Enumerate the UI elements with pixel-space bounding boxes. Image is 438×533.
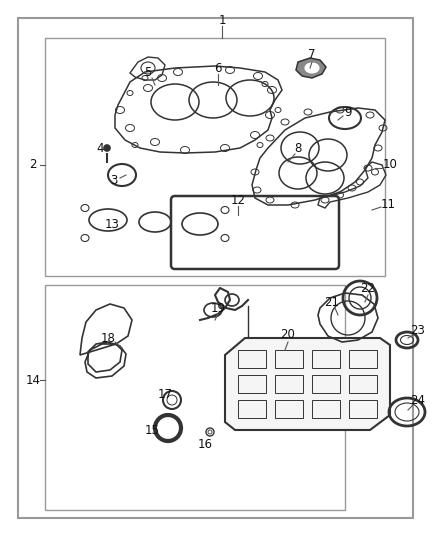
Text: 16: 16 bbox=[198, 439, 212, 451]
Text: 19: 19 bbox=[211, 302, 226, 314]
Bar bbox=[238, 350, 266, 368]
Text: 20: 20 bbox=[281, 328, 296, 342]
Text: 15: 15 bbox=[145, 424, 159, 437]
Text: 1: 1 bbox=[218, 13, 226, 27]
Text: 18: 18 bbox=[101, 332, 116, 344]
Text: 14: 14 bbox=[25, 374, 40, 386]
Text: 17: 17 bbox=[158, 389, 173, 401]
Text: 23: 23 bbox=[410, 324, 425, 336]
Text: 11: 11 bbox=[381, 198, 396, 212]
Text: 4: 4 bbox=[96, 141, 104, 155]
Text: 10: 10 bbox=[382, 158, 397, 172]
Text: 12: 12 bbox=[230, 193, 246, 206]
Bar bbox=[349, 350, 377, 368]
Text: 3: 3 bbox=[110, 174, 118, 187]
FancyBboxPatch shape bbox=[171, 196, 339, 269]
Bar bbox=[45, 285, 345, 510]
Bar bbox=[312, 350, 340, 368]
Text: 21: 21 bbox=[325, 295, 339, 309]
Ellipse shape bbox=[104, 145, 110, 151]
Bar bbox=[238, 400, 266, 418]
Text: 24: 24 bbox=[410, 393, 425, 407]
Bar bbox=[275, 400, 303, 418]
Bar bbox=[349, 375, 377, 393]
Bar bbox=[238, 375, 266, 393]
Text: 6: 6 bbox=[214, 61, 222, 75]
Ellipse shape bbox=[161, 421, 175, 435]
Text: 2: 2 bbox=[29, 158, 37, 172]
Bar bbox=[312, 400, 340, 418]
Bar bbox=[312, 375, 340, 393]
Ellipse shape bbox=[305, 63, 319, 73]
Bar bbox=[275, 350, 303, 368]
Bar bbox=[349, 400, 377, 418]
Bar bbox=[45, 38, 385, 276]
Text: 8: 8 bbox=[294, 141, 302, 155]
Text: 5: 5 bbox=[144, 66, 152, 78]
Text: 9: 9 bbox=[344, 106, 352, 118]
Text: 13: 13 bbox=[105, 219, 120, 231]
Polygon shape bbox=[225, 338, 390, 430]
Bar bbox=[275, 375, 303, 393]
Text: 7: 7 bbox=[308, 49, 316, 61]
Text: 22: 22 bbox=[360, 281, 375, 295]
Polygon shape bbox=[296, 58, 326, 78]
